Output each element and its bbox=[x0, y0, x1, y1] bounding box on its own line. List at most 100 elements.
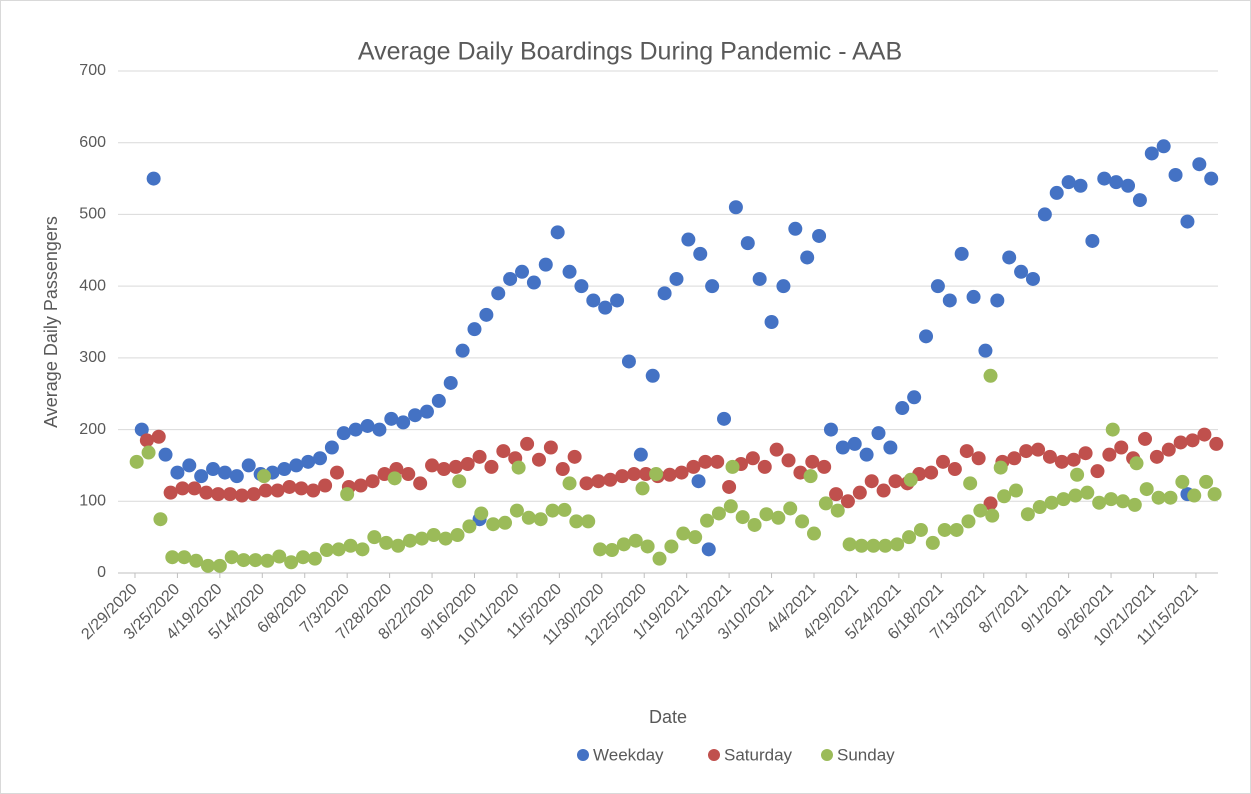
point bbox=[567, 449, 582, 464]
point bbox=[367, 530, 382, 545]
point bbox=[783, 501, 798, 516]
point bbox=[705, 279, 720, 294]
point bbox=[425, 458, 440, 473]
point bbox=[878, 538, 893, 553]
point bbox=[652, 551, 667, 566]
point bbox=[153, 512, 168, 527]
point bbox=[520, 436, 535, 451]
point bbox=[1175, 474, 1190, 489]
point bbox=[795, 514, 810, 529]
point bbox=[353, 478, 368, 493]
point bbox=[829, 487, 844, 502]
point bbox=[151, 429, 166, 444]
point bbox=[365, 474, 380, 489]
point bbox=[360, 418, 375, 433]
point bbox=[129, 454, 144, 469]
point bbox=[983, 496, 998, 511]
point bbox=[426, 527, 441, 542]
point bbox=[859, 447, 874, 462]
point bbox=[971, 451, 986, 466]
point bbox=[771, 510, 786, 525]
point bbox=[985, 508, 1000, 523]
legend-marker bbox=[708, 749, 720, 761]
point bbox=[438, 531, 453, 546]
point bbox=[319, 543, 334, 558]
point bbox=[348, 422, 363, 437]
point bbox=[883, 440, 898, 455]
point bbox=[436, 462, 451, 477]
point bbox=[538, 257, 553, 272]
point bbox=[1042, 449, 1057, 464]
point bbox=[603, 472, 618, 487]
point bbox=[236, 553, 251, 568]
point bbox=[194, 469, 209, 484]
point bbox=[550, 225, 565, 240]
point bbox=[533, 512, 548, 527]
point bbox=[662, 467, 677, 482]
point bbox=[272, 549, 287, 564]
point bbox=[664, 539, 679, 554]
point bbox=[983, 368, 998, 383]
point bbox=[511, 460, 526, 475]
point bbox=[387, 471, 402, 486]
point bbox=[947, 462, 962, 477]
point bbox=[757, 459, 772, 474]
point bbox=[903, 472, 918, 487]
point bbox=[1129, 456, 1144, 471]
point bbox=[676, 526, 691, 541]
point bbox=[803, 469, 818, 484]
point bbox=[752, 271, 767, 286]
point bbox=[134, 422, 149, 437]
point bbox=[1054, 454, 1069, 469]
point bbox=[1070, 467, 1085, 482]
point bbox=[248, 553, 263, 568]
point bbox=[895, 401, 910, 416]
point bbox=[324, 440, 339, 455]
point bbox=[723, 499, 738, 514]
point bbox=[1085, 233, 1100, 248]
point bbox=[1092, 495, 1107, 510]
point bbox=[649, 467, 664, 482]
point bbox=[1080, 485, 1095, 500]
point bbox=[769, 442, 784, 457]
y-tick-label: 700 bbox=[79, 62, 106, 79]
point bbox=[711, 506, 726, 521]
point bbox=[1061, 175, 1076, 190]
point bbox=[627, 467, 642, 482]
point bbox=[866, 538, 881, 553]
point bbox=[700, 513, 715, 528]
point bbox=[812, 228, 827, 243]
point bbox=[331, 542, 346, 557]
point bbox=[963, 476, 978, 491]
point bbox=[864, 474, 879, 489]
y-tick-label: 500 bbox=[79, 206, 106, 223]
point bbox=[258, 483, 273, 498]
point bbox=[431, 393, 446, 408]
y-tick-label: 200 bbox=[79, 421, 106, 438]
point bbox=[681, 232, 696, 247]
point bbox=[391, 538, 406, 553]
point bbox=[1104, 492, 1119, 507]
point bbox=[372, 422, 387, 437]
point bbox=[735, 510, 750, 525]
point bbox=[842, 537, 857, 552]
point bbox=[223, 487, 238, 502]
point bbox=[902, 530, 917, 545]
point bbox=[206, 462, 221, 477]
point bbox=[402, 533, 417, 548]
point bbox=[835, 440, 850, 455]
x-axis-title: Date bbox=[649, 707, 687, 727]
point bbox=[545, 503, 560, 518]
point bbox=[871, 426, 886, 441]
point bbox=[472, 449, 487, 464]
point bbox=[569, 514, 584, 529]
point bbox=[1185, 433, 1200, 448]
point bbox=[1168, 167, 1183, 182]
point bbox=[1056, 492, 1071, 507]
point bbox=[1007, 451, 1022, 466]
point bbox=[486, 517, 501, 532]
point bbox=[888, 474, 903, 489]
point bbox=[1109, 175, 1124, 190]
point bbox=[574, 279, 589, 294]
